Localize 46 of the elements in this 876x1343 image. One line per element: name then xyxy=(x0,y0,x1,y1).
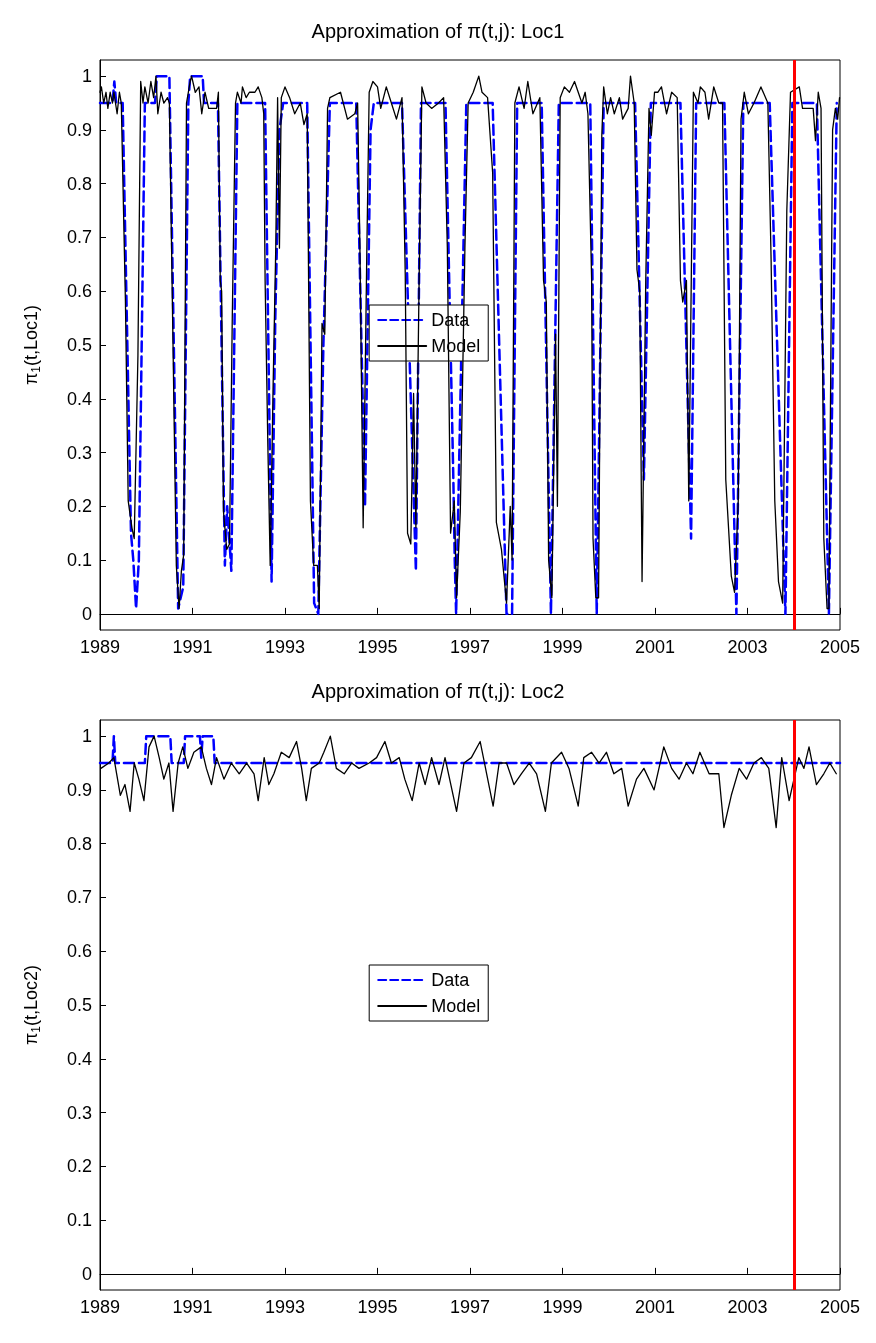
x-tick-label: 1993 xyxy=(264,637,306,657)
y-tick-label: 0.9 xyxy=(66,779,92,800)
y-tick-label: 0.9 xyxy=(66,119,92,140)
y-tick-label: 0.7 xyxy=(66,227,92,248)
y-tick-label: 0.1 xyxy=(66,1210,92,1231)
y-axis-title: π1(t,Loc2) xyxy=(21,964,43,1046)
x-tick-label: 2003 xyxy=(727,637,768,657)
y-tick-label: 0.5 xyxy=(66,335,92,355)
y-axis-title: π1(t,Loc1) xyxy=(21,304,43,386)
y-tick-label: 0.1 xyxy=(66,550,92,571)
x-tick-label: 1997 xyxy=(449,1297,491,1317)
x-tick-label: 1993 xyxy=(264,1297,306,1317)
y-tick-label: 0.2 xyxy=(66,496,92,517)
chart-title: Approximation of π(t,j): Loc1 xyxy=(311,20,565,42)
y-tick-label: 0.6 xyxy=(66,281,92,302)
x-tick-label: 2001 xyxy=(634,1297,676,1317)
y-tick-label: 0.3 xyxy=(66,1102,92,1123)
legend-label: Data xyxy=(431,970,471,990)
x-tick-label: 1989 xyxy=(79,637,121,657)
y-tick-label: 0.6 xyxy=(66,941,92,962)
y-tick-label: 0.4 xyxy=(66,388,92,409)
legend-label: Model xyxy=(431,996,481,1016)
x-tick-label: 1991 xyxy=(172,637,213,657)
y-tick-label: 0 xyxy=(81,1263,92,1284)
y-tick-label: 0.7 xyxy=(66,887,92,908)
x-tick-label: 1999 xyxy=(542,637,583,657)
y-tick-label: 0.8 xyxy=(66,173,92,194)
y-tick-label: 1 xyxy=(81,726,92,747)
y-tick-label: 0.2 xyxy=(66,1156,92,1177)
x-tick-label: 2003 xyxy=(727,1297,768,1317)
y-tick-label: 1 xyxy=(81,66,92,87)
x-tick-label: 1989 xyxy=(79,1297,121,1317)
x-tick-label: 1991 xyxy=(172,1297,213,1317)
y-tick-label: 0.8 xyxy=(66,833,92,854)
y-tick-label: 0.5 xyxy=(66,995,92,1015)
x-tick-label: 1995 xyxy=(357,1297,398,1317)
chart-title: Approximation of π(t,j): Loc2 xyxy=(311,680,565,702)
y-tick-label: 0 xyxy=(81,603,92,624)
x-tick-label: 2005 xyxy=(819,637,861,657)
x-tick-label: 1997 xyxy=(449,637,491,657)
x-tick-label: 1999 xyxy=(542,1297,583,1317)
y-tick-label: 0.4 xyxy=(66,1048,92,1069)
y-tick-label: 0.3 xyxy=(66,442,92,463)
x-tick-label: 2001 xyxy=(634,637,676,657)
x-tick-label: 2005 xyxy=(819,1297,861,1317)
x-tick-label: 1995 xyxy=(357,637,398,657)
